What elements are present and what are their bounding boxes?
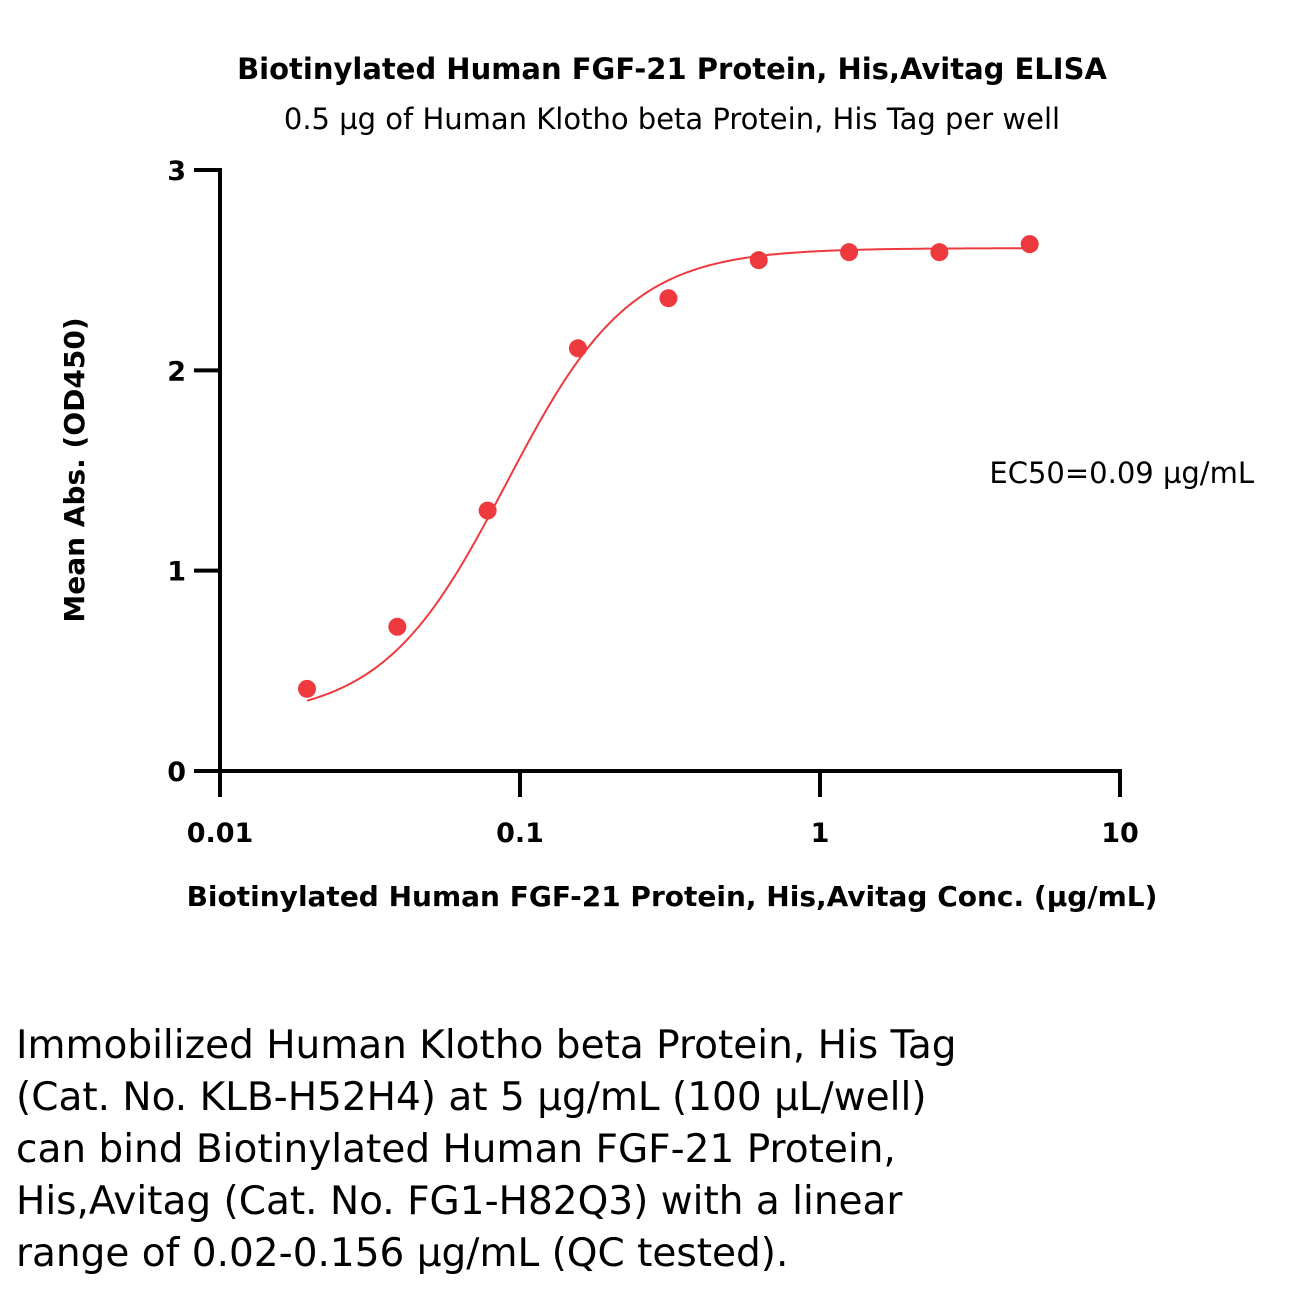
data-points [298, 235, 1039, 698]
data-point [388, 617, 407, 636]
data-point [749, 251, 768, 270]
ec50-annotation: EC50=0.09 µg/mL [989, 456, 1254, 490]
data-point [1020, 235, 1039, 254]
data-point [659, 289, 678, 308]
data-point [568, 339, 587, 358]
data-point [930, 243, 949, 262]
x-tick-label: 10 [1101, 818, 1139, 849]
y-axis-title: Mean Abs. (OD450) [58, 317, 91, 622]
x-tick-label: 0.01 [187, 818, 254, 849]
elisa-chart: Biotinylated Human FGF-21 Protein, His,A… [58, 52, 1254, 913]
chart-subtitle: 0.5 µg of Human Klotho beta Protein, His… [284, 102, 1060, 136]
caption-line: Immobilized Human Klotho beta Protein, H… [16, 1023, 957, 1068]
caption: Immobilized Human Klotho beta Protein, H… [16, 1020, 1276, 1280]
caption-line: range of 0.02-0.156 µg/mL (QC tested). [16, 1231, 789, 1276]
caption-line: His,Avitag (Cat. No. FG1-H82Q3) with a l… [16, 1179, 903, 1224]
data-point [298, 679, 317, 698]
y-tick-label: 3 [167, 156, 186, 187]
y-tick-label: 0 [167, 757, 186, 788]
caption-line: can bind Biotinylated Human FGF-21 Prote… [16, 1127, 896, 1172]
axes [194, 168, 1122, 797]
data-point [840, 243, 859, 262]
chart-title: Biotinylated Human FGF-21 Protein, His,A… [237, 52, 1107, 86]
caption-line: (Cat. No. KLB-H52H4) at 5 µg/mL (100 µL/… [16, 1075, 927, 1120]
x-tick-label: 0.1 [496, 818, 544, 849]
y-tick-label: 2 [167, 356, 186, 387]
x-tick-label: 1 [811, 818, 830, 849]
x-axis-title: Biotinylated Human FGF-21 Protein, His,A… [187, 880, 1158, 913]
tick-labels: 0 1 2 3 0.01 0.1 1 10 [167, 156, 1139, 849]
data-point [478, 501, 497, 520]
y-tick-label: 1 [167, 557, 186, 588]
fit-curve [306, 247, 1030, 702]
